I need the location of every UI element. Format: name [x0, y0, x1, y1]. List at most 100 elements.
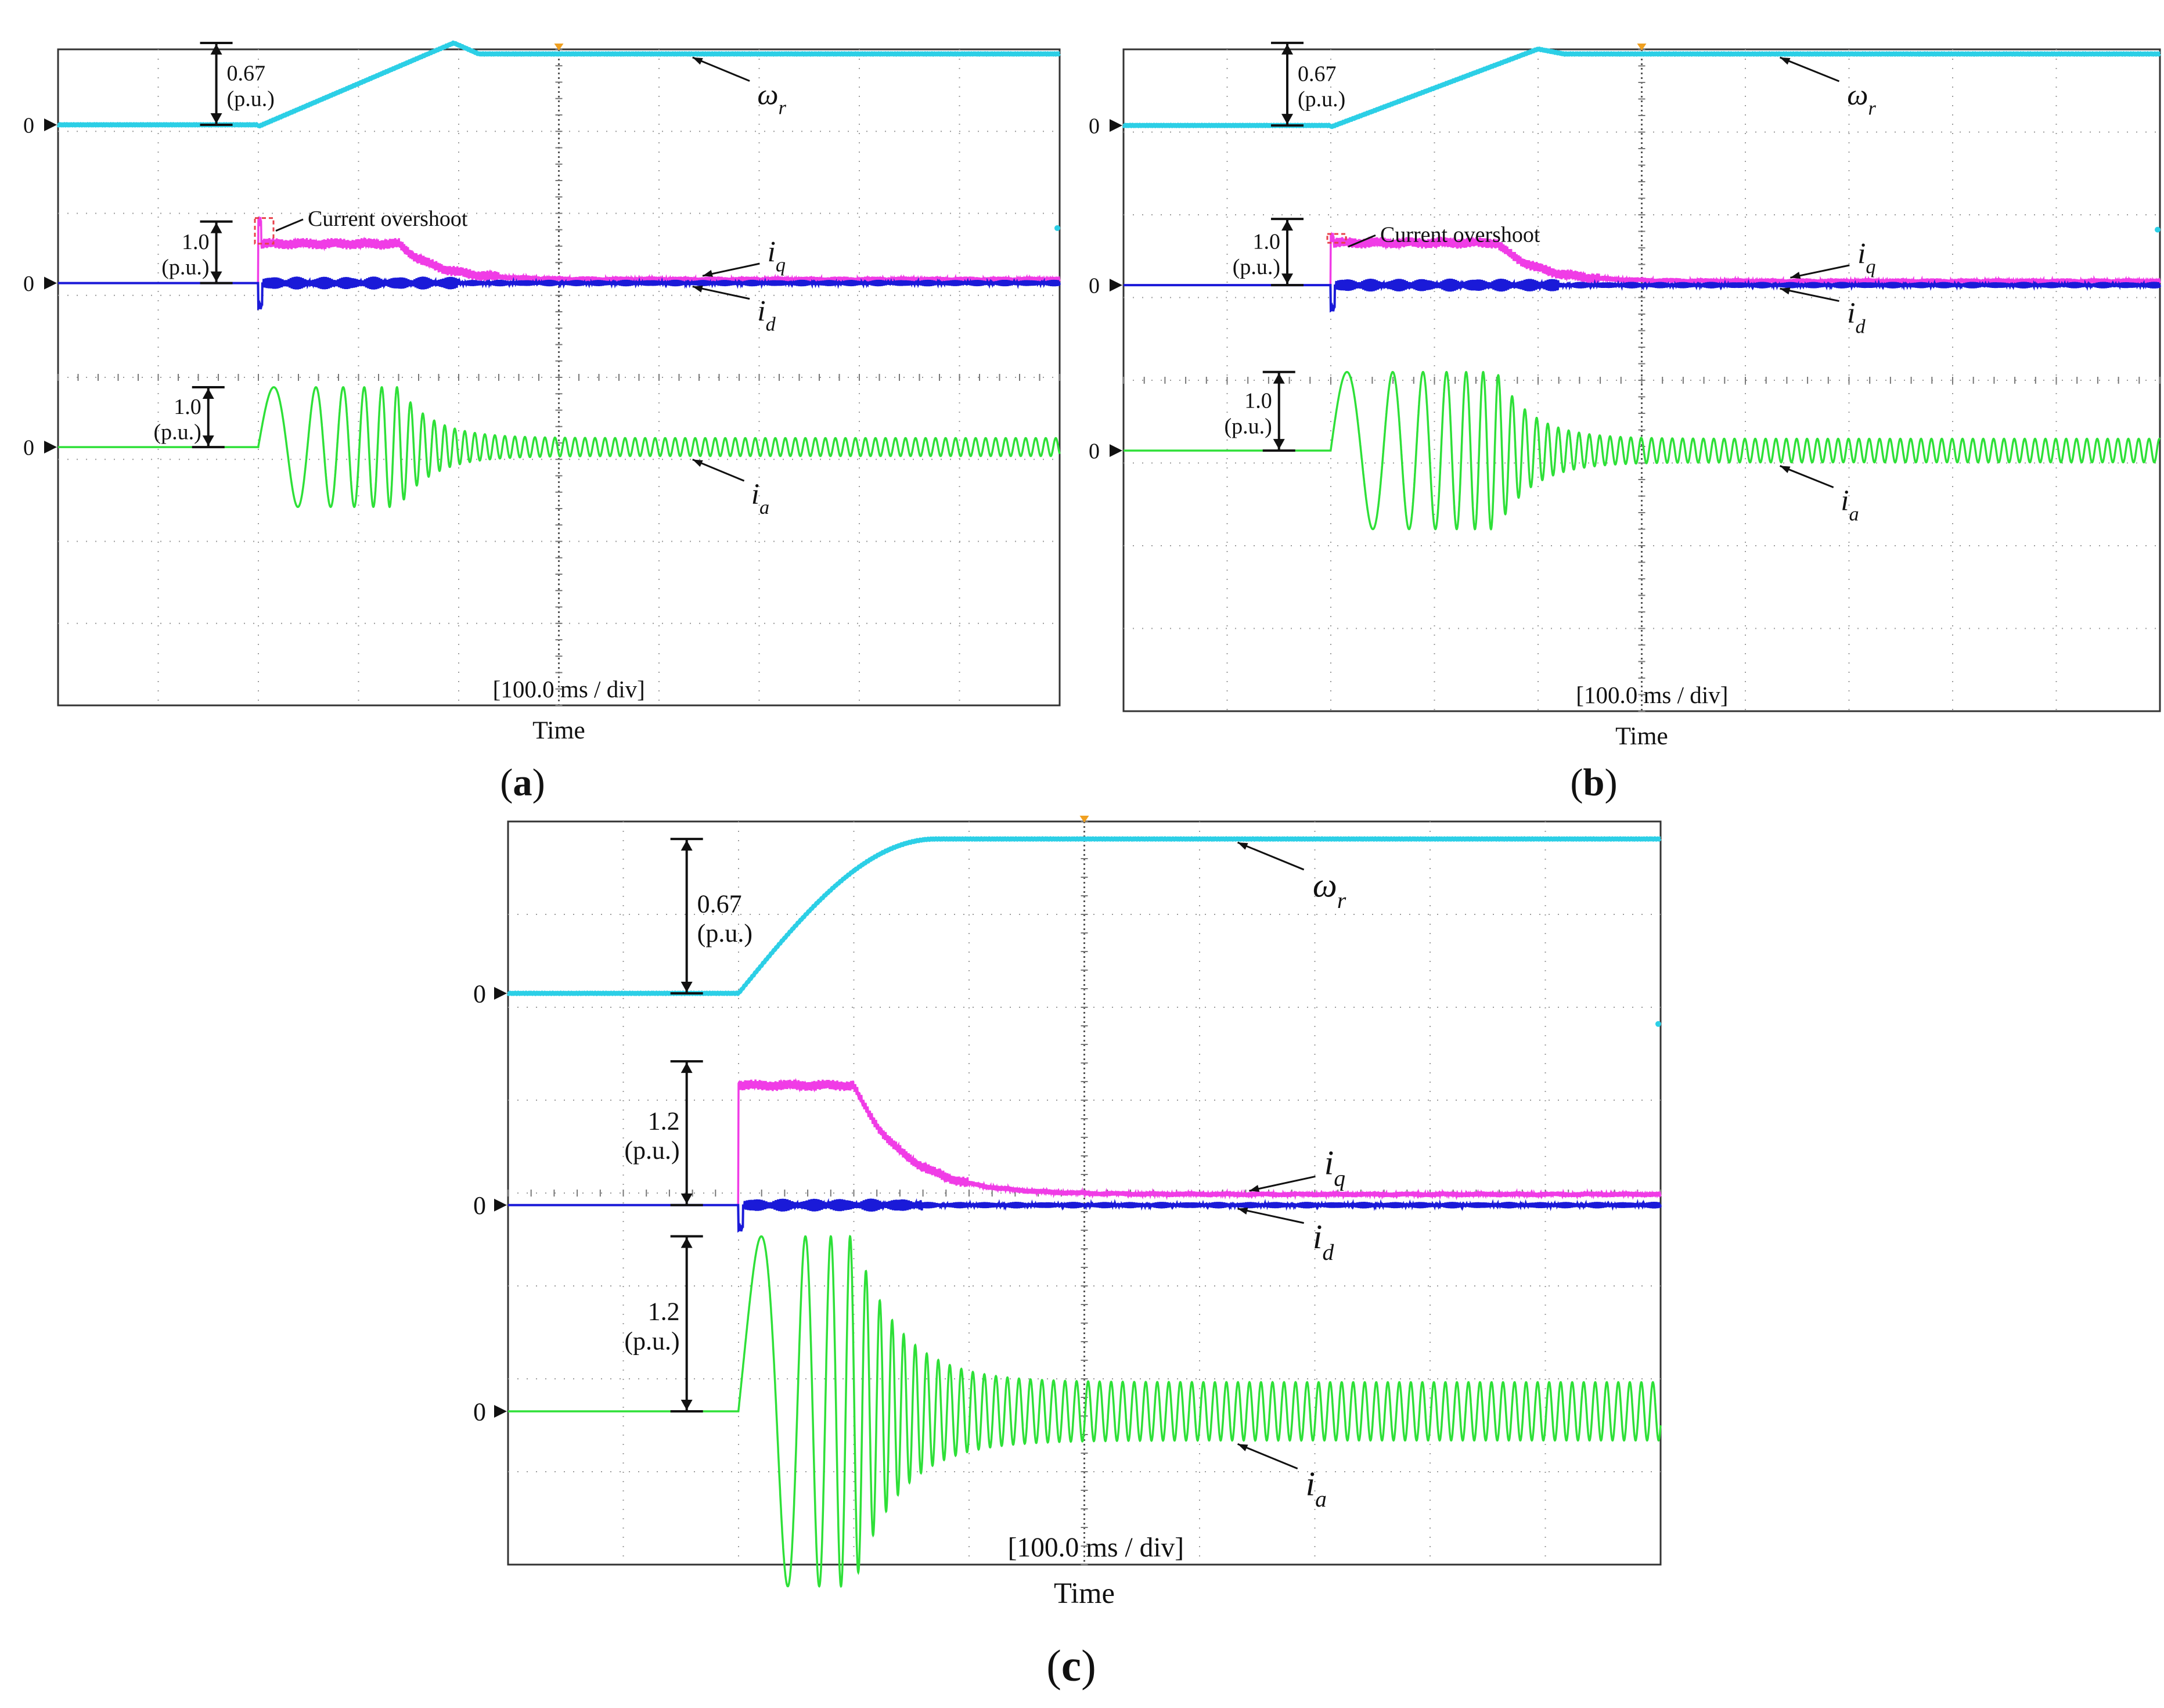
speed-channel-label: ωr: [757, 78, 786, 119]
iq-scale-unit: (p.u.): [624, 1136, 679, 1165]
iq-scale-arrow-bottom: [680, 1193, 693, 1204]
iq-leader: [1790, 264, 1850, 279]
id-leader-arrow: [692, 285, 703, 293]
iq-zero-marker: [44, 276, 57, 290]
speed-scale-unit: (p.u.): [1298, 87, 1345, 111]
speed-scale-value: 0.67: [1298, 62, 1337, 86]
speed-channel-label: ωr: [1847, 78, 1876, 119]
iq-zero-label: 0: [1089, 273, 1100, 298]
x-axis-label: Time: [1615, 722, 1668, 750]
speed-leader-arrow: [1237, 842, 1248, 850]
overshoot-leader: [275, 218, 304, 232]
iq-scale-arrow-top: [1281, 220, 1294, 231]
ia-leader-arrow: [1237, 1444, 1248, 1451]
ia-leader-arrow: [692, 459, 703, 467]
iq-scale-unit: (p.u.): [161, 255, 209, 280]
speed-scale-arrow-top: [680, 840, 693, 851]
ia-zero-label: 0: [1089, 439, 1100, 463]
id-channel-label: id: [1847, 297, 1866, 337]
speed-scale-value: 0.67: [697, 889, 742, 918]
panel-caption: (a): [500, 762, 545, 804]
iq-leader-arrow: [1249, 1185, 1260, 1192]
ia-scale-arrow-top: [1273, 373, 1285, 384]
panel-c: 0000.67(p.u.)1.2(p.u.)1.2(p.u.)ωriqidia[…: [473, 816, 1662, 1691]
ia-scale-unit: (p.u.): [1224, 414, 1272, 438]
ia-zero-label: 0: [23, 435, 34, 460]
iq-scale-arrow-top: [210, 222, 222, 233]
ia-leader-arrow: [1780, 466, 1791, 473]
ia-leader: [1237, 1443, 1298, 1470]
ia-zero-marker: [44, 441, 57, 454]
speed-scale-arrow-bottom: [680, 982, 693, 992]
ia-scale-arrow-bottom: [1273, 439, 1285, 450]
level-marker: [1054, 225, 1060, 231]
ia-trace: [1124, 370, 2161, 531]
speed-zero-label: 0: [473, 979, 486, 1008]
id-leader-arrow: [1237, 1208, 1248, 1215]
speed-scale-value: 0.67: [227, 62, 266, 86]
iq-zero-marker: [494, 1198, 507, 1212]
speed-scale-unit: (p.u.): [227, 87, 275, 111]
ia-scale-unit: (p.u.): [153, 420, 201, 445]
trigger-marker: [1079, 816, 1089, 823]
ia-scale-value: 1.0: [1244, 389, 1272, 413]
iq-scale-value: 1.0: [1253, 229, 1281, 254]
iq-scale-value: 1.0: [182, 230, 210, 254]
iq-leader-arrow: [1790, 272, 1801, 279]
ia-channel-label: ia: [751, 478, 769, 518]
ia-zero-label: 0: [473, 1397, 486, 1426]
iq-scale-arrow-bottom: [210, 271, 222, 282]
ia-channel-label: ia: [1306, 1464, 1327, 1512]
speed-scale-arrow-top: [210, 44, 222, 55]
speed-zero-label: 0: [23, 113, 34, 138]
speed-leader: [1779, 56, 1840, 82]
iq-channel-label: iq: [1324, 1144, 1345, 1191]
speed-leader: [1237, 841, 1305, 871]
timebase-label: [100.0 ms / div]: [1008, 1533, 1184, 1563]
x-axis-label: Time: [532, 716, 585, 744]
iq-channel-label: iq: [768, 236, 786, 276]
trigger-marker: [554, 44, 564, 51]
overshoot-leader: [1348, 234, 1376, 248]
speed-zero-label: 0: [1089, 114, 1100, 138]
iq-zero-label: 0: [473, 1191, 486, 1220]
speed-zero-marker: [1110, 119, 1122, 132]
ia-trace: [58, 385, 1061, 509]
ia-scale-value: 1.2: [648, 1298, 680, 1326]
speed-zero-marker: [494, 987, 507, 1000]
id-channel-label: id: [1313, 1217, 1334, 1265]
ia-zero-marker: [494, 1405, 507, 1418]
id-leader: [1780, 287, 1839, 302]
iq-leader: [1249, 1175, 1316, 1192]
ia-scale-arrow-bottom: [202, 435, 214, 446]
speed-scale-arrow-top: [1281, 44, 1294, 55]
ia-scale-value: 1.0: [174, 395, 201, 419]
id-leader-arrow: [1780, 287, 1791, 295]
iq-leader-arrow: [703, 269, 713, 277]
iq-channel-label: iq: [1857, 237, 1875, 278]
overshoot-label: Current overshoot: [308, 207, 468, 231]
iq-scale-arrow-bottom: [1281, 273, 1294, 284]
timebase-label: [100.0 ms / div]: [1576, 682, 1728, 708]
speed-scale-arrow-bottom: [210, 113, 222, 124]
iq-scale-value: 1.2: [648, 1107, 680, 1135]
ia-scale-unit: (p.u.): [624, 1327, 679, 1355]
level-marker: [1655, 1021, 1661, 1027]
speed-scale-unit: (p.u.): [697, 919, 752, 947]
ia-scale-arrow-top: [680, 1237, 693, 1248]
iq-zero-label: 0: [23, 272, 34, 296]
speed-leader-arrow: [692, 57, 703, 65]
timebase-label: [100.0 ms / div]: [493, 676, 645, 702]
id-leader: [1237, 1208, 1304, 1224]
id-channel-label: id: [757, 294, 776, 335]
iq-scale-arrow-top: [680, 1062, 693, 1073]
ia-zero-marker: [1110, 444, 1122, 457]
speed-zero-marker: [44, 118, 57, 131]
overshoot-label: Current overshoot: [1380, 223, 1540, 247]
panel-caption: (b): [1570, 762, 1617, 804]
overshoot-box: [254, 217, 275, 245]
ia-scale-arrow-bottom: [680, 1400, 693, 1410]
